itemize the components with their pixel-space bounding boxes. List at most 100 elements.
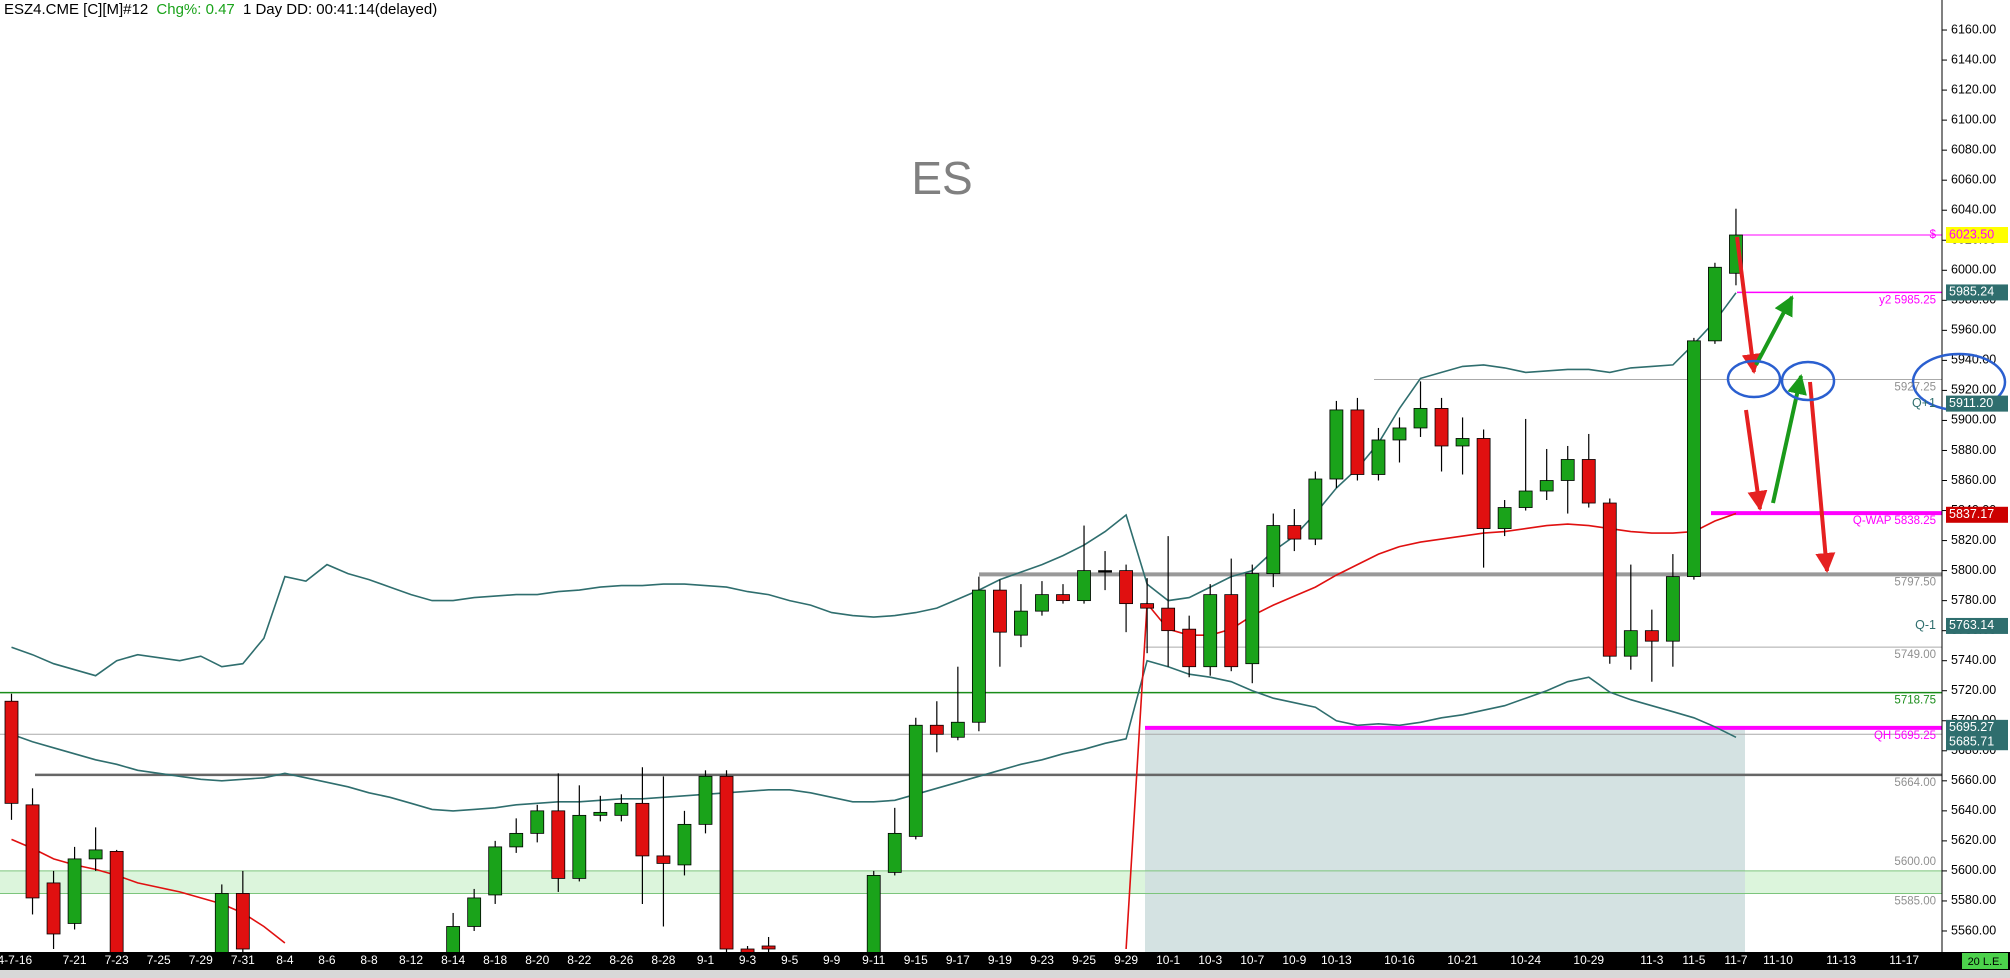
zone [1145,727,1745,952]
x-tick-label: 8-22 [567,953,591,967]
level-label: 5585.00 [1894,895,1936,907]
x-tick-label: 7-31 [231,953,255,967]
x-tick-label: 7-23 [105,953,129,967]
y-tick-label: 6120.00 [1951,82,1996,96]
x-tick-label: 7-29 [189,953,213,967]
candle-body [4,700,19,804]
circle [1780,360,1836,402]
level-label: 5749.00 [1894,649,1936,661]
y-tick-label: 5880.00 [1951,443,1996,457]
candle-body [488,846,503,896]
candle-body [1014,610,1028,636]
level-label: QH 5695.25 [1874,730,1936,742]
candle-body [635,802,650,857]
candle-body [530,810,545,834]
candle-body [1098,570,1112,573]
candle-body [887,832,902,873]
price-tag [1946,734,2008,751]
x-tick-label: 9-17 [946,953,970,967]
x-tick-label: 8-14 [441,953,465,967]
price-axis: 5560.00 5580.00 5600.00 5620.00 5640.00 5660.… [1941,0,1996,952]
candle-body [1708,266,1722,342]
x-tick-label: 10-16 [1384,953,1415,967]
y-tick-label: 6040.00 [1951,203,1996,217]
x-tick-label: 8-26 [609,953,633,967]
candle-body [1476,438,1491,529]
x-tick-label: 10-7 [1240,953,1264,967]
candle-body [1266,525,1281,575]
candle-body [1287,525,1302,540]
y-tick-label: 5740.00 [1951,653,1996,667]
symbol: ESZ4.CME [C][M]#12 [4,1,148,18]
x-tick-label: 9-1 [697,953,715,967]
x-tick-label: 10-9 [1282,953,1306,967]
candle-body [1203,594,1218,668]
candle-body [1497,507,1512,529]
candle-body [950,721,965,738]
candle-body [1539,480,1554,492]
x-tick-label: 8-8 [360,953,378,967]
level-label: y2 5985.25 [1879,294,1936,306]
arrow [1754,295,1794,366]
x-tick-label: 11-3 [1640,953,1663,967]
annotation: Q-1 [1915,618,1936,632]
x-tick-label: 11-13 [1826,953,1856,967]
plot-area [0,208,1942,952]
candle-body [214,893,229,952]
candle-body [1434,408,1449,447]
level-label: 5718.75 [1894,695,1936,707]
x-tick-label: 11-17 [1889,953,1919,967]
candle-body [509,832,524,848]
y-tick-label: 6060.00 [1951,172,1996,186]
arrow [1735,236,1762,374]
candle-body [1413,408,1428,429]
candle-body [1224,594,1239,668]
x-tick-label: 8-6 [318,953,336,967]
x-tick-label: 11-7 [1724,953,1747,967]
y-tick-label: 5920.00 [1951,383,1996,397]
y-tick-label: 5640.00 [1951,803,1996,817]
candle-body [1644,630,1659,642]
x-tick-label: 9-19 [988,953,1012,967]
y-tick-label: 5580.00 [1951,893,1996,907]
candle-body [719,775,734,950]
candle-body [1308,478,1323,540]
level-label: Q-WAP 5838.25 [1853,515,1936,527]
footer-tag: 20 L.E. [1968,956,2003,968]
price-tag-label: 5685.71 [1949,735,1994,749]
price-tag [1946,617,2008,634]
candle-body [1687,340,1701,578]
y-tick-label: 6100.00 [1951,112,1996,126]
candle-body [1161,607,1176,632]
candle-body [25,804,40,899]
x-tick-label: 10-1 [1156,953,1180,967]
x-tick-label: 8-4 [276,953,294,967]
candle-body [1455,438,1470,447]
date-axis: 24-7-16 7-21 7-23 7-25 7-29 7-31 8-4 8-6 8-8 8-12… [0,953,1919,967]
y-tick-label: 5560.00 [1951,923,1996,937]
price-tag-label: 6023.50 [1949,227,1994,241]
candle-body [656,855,671,864]
price-tag [1946,284,2008,301]
y-tick-label: 6140.00 [1951,52,1996,66]
candle-body [1518,490,1533,508]
candle-body [1371,439,1386,475]
y-tick-label: 5600.00 [1951,863,1996,877]
x-tick-label: 24-7-16 [0,953,33,967]
y-tick-label: 5860.00 [1951,473,1996,487]
candle-body [1560,459,1575,481]
candle-body [1581,459,1596,504]
y-tick-label: 5820.00 [1951,533,1996,547]
price-tag [1946,506,2008,523]
candle-body [1035,594,1049,612]
x-tick-label: 10-21 [1447,953,1478,967]
price-tag-label: 5763.14 [1949,618,1994,632]
candle-body [1140,603,1155,609]
candle-body [971,589,986,723]
x-tick-label: 11-5 [1682,953,1705,967]
y-tick-label: 5960.00 [1951,323,1996,337]
y-tick-label: 5660.00 [1951,773,1996,787]
y-tick-label: 5620.00 [1951,833,1996,847]
y-tick-label: 5780.00 [1951,593,1996,607]
